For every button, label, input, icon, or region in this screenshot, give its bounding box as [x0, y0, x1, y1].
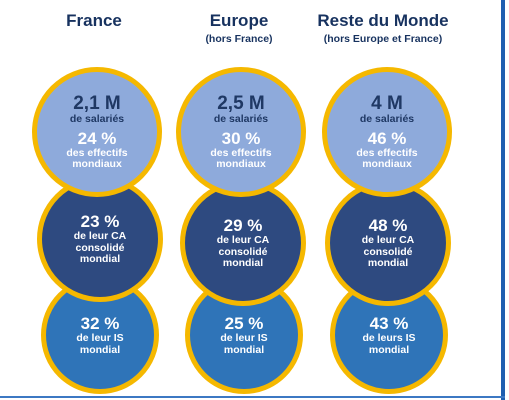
employees-label: de salariés [213, 112, 269, 125]
revenue-circle-europe: 29 % de leur CA consolidé mondial [180, 180, 306, 306]
employees-share-label: des effectifs [356, 146, 418, 159]
tax-label: mondial [79, 343, 121, 356]
revenue-share: 29 % [223, 216, 263, 236]
employees-label: de salariés [69, 112, 125, 125]
employees-share-label: mondiaux [362, 158, 412, 170]
revenue-label: consolidé [75, 241, 125, 254]
tax-share: 43 % [369, 314, 409, 333]
column-subtitle-rest-of-world: (hors Europe et France) [323, 33, 443, 45]
revenue-label: mondial [222, 257, 264, 270]
column-title-europe: Europe [209, 11, 269, 30]
tax-label: mondial [368, 343, 410, 356]
employees-label: de salariés [359, 112, 415, 125]
revenue-share: 23 % [80, 212, 120, 232]
revenue-circle-france: 23 % de leur CA consolidé mondial [37, 176, 163, 302]
column-subtitle-europe: (hors France) [205, 33, 273, 45]
column-title-rest-of-world: Reste du Monde [317, 11, 449, 30]
tax-share: 25 % [224, 314, 264, 333]
employees-value: 2,1 M [73, 92, 121, 114]
tax-label: de leurs IS [362, 332, 416, 344]
tax-share: 32 % [80, 314, 120, 333]
bottom-border [0, 396, 505, 398]
revenue-label: de leur CA [361, 234, 415, 247]
employees-share: 30 % [221, 128, 261, 148]
employees-circle-europe: 2,5 M de salariés 30 % des effectifs mon… [176, 67, 306, 197]
employees-circle-france: 2,1 M de salariés 24 % des effectifs mon… [32, 67, 162, 197]
employees-value: 2,5 M [217, 92, 265, 114]
revenue-label: consolidé [363, 245, 413, 258]
employees-share: 46 % [367, 128, 407, 148]
tax-label: mondial [223, 343, 265, 356]
revenue-share: 48 % [368, 216, 408, 236]
revenue-label: de leur CA [73, 230, 127, 243]
tax-circle-rest-of-world: 43 % de leurs IS mondial [330, 276, 448, 394]
employees-share-label: mondiaux [72, 158, 122, 170]
revenue-label: de leur CA [216, 234, 270, 247]
employees-share-label: des effectifs [66, 146, 128, 159]
tax-label: de leur IS [76, 332, 124, 344]
employees-circle-rest-of-world: 4 M de salariés 46 % des effectifs mondi… [322, 67, 452, 197]
employees-share-label: mondiaux [216, 158, 266, 170]
revenue-label: consolidé [218, 245, 268, 258]
employees-share: 24 % [77, 128, 117, 148]
column-title-france: France [66, 11, 122, 30]
tax-label: de leur IS [220, 332, 268, 344]
revenue-circle-rest-of-world: 48 % de leur CA consolidé mondial [325, 180, 451, 306]
revenue-label: mondial [367, 257, 409, 270]
employees-share-label: des effectifs [210, 146, 272, 159]
employees-value: 4 M [371, 92, 403, 114]
right-border [501, 0, 505, 400]
revenue-label: mondial [79, 253, 121, 266]
